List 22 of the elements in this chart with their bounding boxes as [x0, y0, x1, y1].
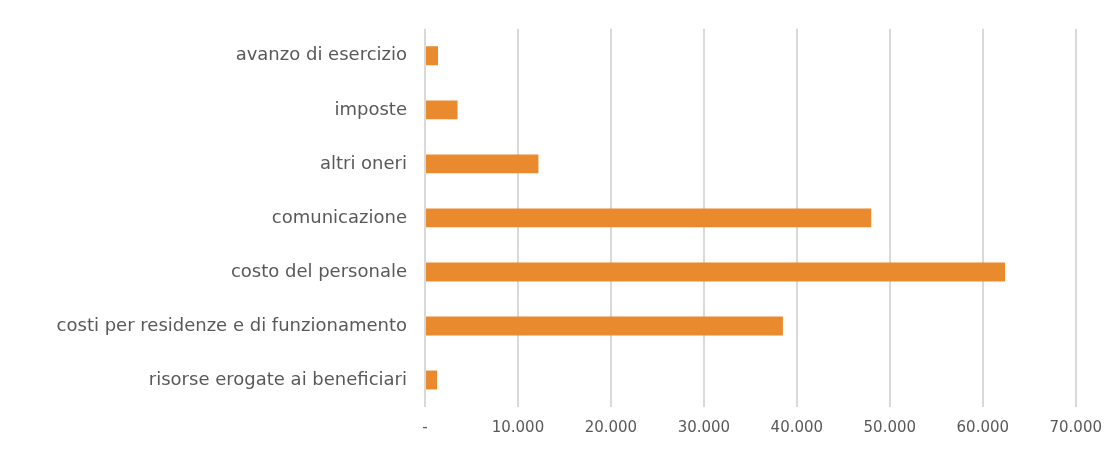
x-tick-label: 10.000: [491, 417, 545, 436]
bar: [426, 100, 458, 120]
x-tick-label: 70.000: [1049, 417, 1103, 436]
y-tick-label: costi per residenze e di funzionamento: [56, 313, 407, 335]
y-tick-label: comunicazione: [271, 205, 407, 227]
x-tick-label: 20.000: [584, 417, 638, 436]
bar: [426, 46, 439, 66]
y-tick-label: avanzo di esercizio: [235, 43, 407, 65]
x-tick-label: 30.000: [677, 417, 731, 436]
bar: [426, 370, 438, 390]
bar: [426, 262, 1006, 282]
y-tick-label: altri oneri: [319, 151, 407, 173]
x-tick-label: 50.000: [863, 417, 917, 436]
y-tick-label: costo del personale: [230, 259, 407, 281]
y-tick-label: imposte: [334, 97, 407, 119]
y-tick-label: risorse erogate ai beneficiari: [148, 367, 407, 389]
bar: [426, 154, 539, 174]
bar: [426, 316, 783, 336]
bar: [426, 208, 872, 228]
x-tick-label: 60.000: [956, 417, 1010, 436]
x-tick-label: -: [422, 417, 428, 436]
x-tick-label: 40.000: [770, 417, 824, 436]
